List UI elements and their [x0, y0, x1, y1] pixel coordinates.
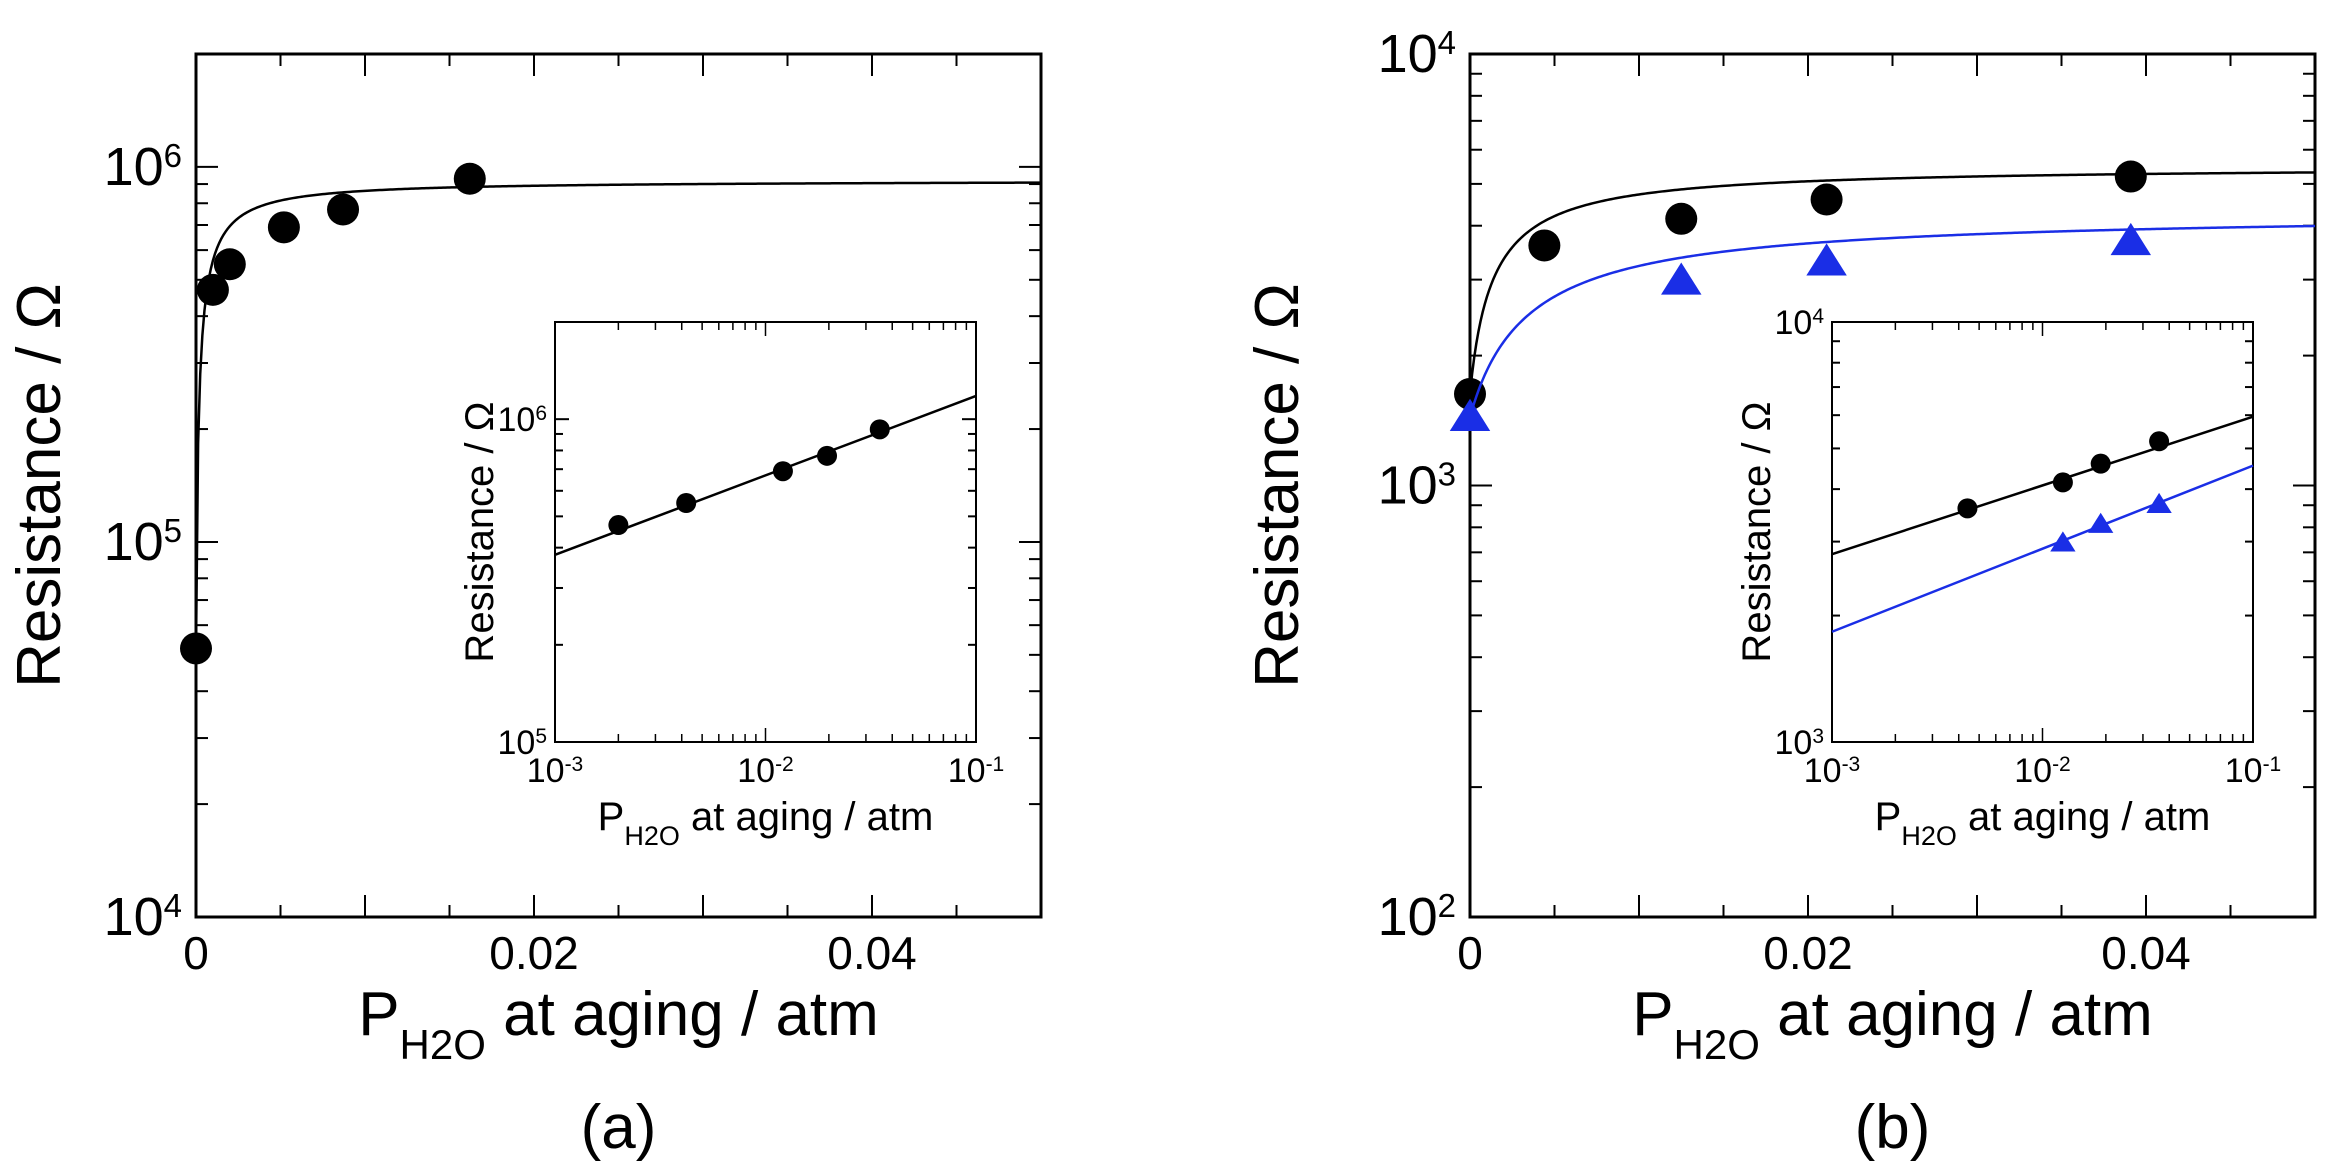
- panel-a: 0 0.02 0.04 104 105 106 PH2O at aging / atm Res…: [5, 52, 1043, 1162]
- x-tick-label: 0: [1457, 927, 1483, 979]
- inset-y-axis-title: Resistance / Ω: [1735, 401, 1779, 662]
- y-tick-label: 105: [104, 511, 182, 572]
- x-axis-title: PH2O at aging / atm: [1632, 980, 2153, 1068]
- inset-fit-line-0: [1831, 415, 2254, 556]
- inset-x-tick-label: 10-3: [1804, 752, 1861, 790]
- data-point-0: [327, 193, 360, 226]
- inset-data-point-0: [676, 492, 697, 513]
- x-tick-label: 0.04: [2101, 927, 2191, 979]
- inset-x-tick-label: 10-1: [948, 752, 1005, 790]
- inset-data-point-0: [2149, 431, 2170, 452]
- inset-y-tick-label: 105: [497, 724, 547, 762]
- inset-fit-line-1: [1831, 464, 2254, 633]
- inset-x-axis-title: PH2O at aging / atm: [598, 795, 934, 851]
- inset-data-point-0: [2052, 472, 2073, 493]
- data-point-1: [2110, 222, 2152, 256]
- data-point-0: [1454, 377, 1486, 410]
- y-tick-label: 103: [1378, 455, 1456, 516]
- fit-curve-0: [1468, 171, 2316, 395]
- data-point-1: [1806, 243, 1847, 276]
- inset-data-point-1: [2088, 512, 2114, 533]
- fit-curve-0: [194, 181, 1041, 649]
- inset-data-point-0: [608, 515, 629, 536]
- inset-data-point-0: [869, 419, 890, 440]
- data-point-0: [1810, 183, 1843, 216]
- inset-y-tick-label: 104: [1774, 304, 1824, 342]
- y-axis-title: Resistance / Ω: [1243, 283, 1312, 688]
- data-point-0: [180, 632, 212, 665]
- inset-data-point-1: [2050, 531, 2076, 552]
- x-axis-title: PH2O at aging / atm: [358, 980, 879, 1068]
- y-axis-title: Resistance / Ω: [5, 283, 74, 688]
- data-point-0: [453, 162, 486, 195]
- data-point-0: [1665, 202, 1698, 235]
- data-point-0: [213, 248, 246, 281]
- inset-x-axis-title: PH2O at aging / atm: [1875, 795, 2211, 851]
- inset-y-axis-title: Resistance / Ω: [458, 401, 502, 662]
- inset-data-point-1: [2146, 492, 2172, 513]
- panel-label: (b): [1855, 1093, 1931, 1162]
- data-point-0: [196, 273, 229, 306]
- y-tick-label: 104: [1378, 24, 1456, 85]
- y-tick-label: 102: [1378, 887, 1456, 948]
- inset-data-point-0: [817, 445, 838, 466]
- data-point-1: [1449, 398, 1491, 431]
- x-tick-label: 0.02: [489, 927, 579, 979]
- inset-x-tick-label: 10-3: [527, 752, 584, 790]
- inset-x-tick-label: 10-1: [2225, 752, 2282, 790]
- panel-b: 0 0.02 0.04 102 103 104 PH2O at aging / atm Res…: [1243, 24, 2317, 1162]
- x-tick-label: 0.04: [827, 927, 917, 979]
- inset-y-tick-label: 106: [497, 401, 547, 439]
- inset-x-tick-label: 10-2: [2014, 752, 2071, 790]
- inset-data-point-0: [2090, 453, 2111, 474]
- data-point-0: [267, 211, 300, 244]
- y-tick-label: 104: [104, 887, 182, 948]
- x-tick-label: 0: [183, 927, 209, 979]
- data-point-1: [1661, 262, 1702, 295]
- inset-data-point-0: [1957, 498, 1978, 519]
- inset-y-tick-label: 103: [1774, 724, 1824, 762]
- panel-label: (a): [581, 1093, 657, 1162]
- y-tick-label: 106: [104, 136, 182, 197]
- inset-frame: [1831, 321, 2254, 743]
- x-tick-label: 0.02: [1763, 927, 1853, 979]
- inset-data-point-0: [772, 461, 793, 482]
- data-point-0: [1528, 229, 1561, 262]
- inset-x-tick-label: 10-2: [737, 752, 794, 790]
- data-point-0: [2114, 160, 2147, 193]
- fit-curve-1: [1468, 224, 2316, 418]
